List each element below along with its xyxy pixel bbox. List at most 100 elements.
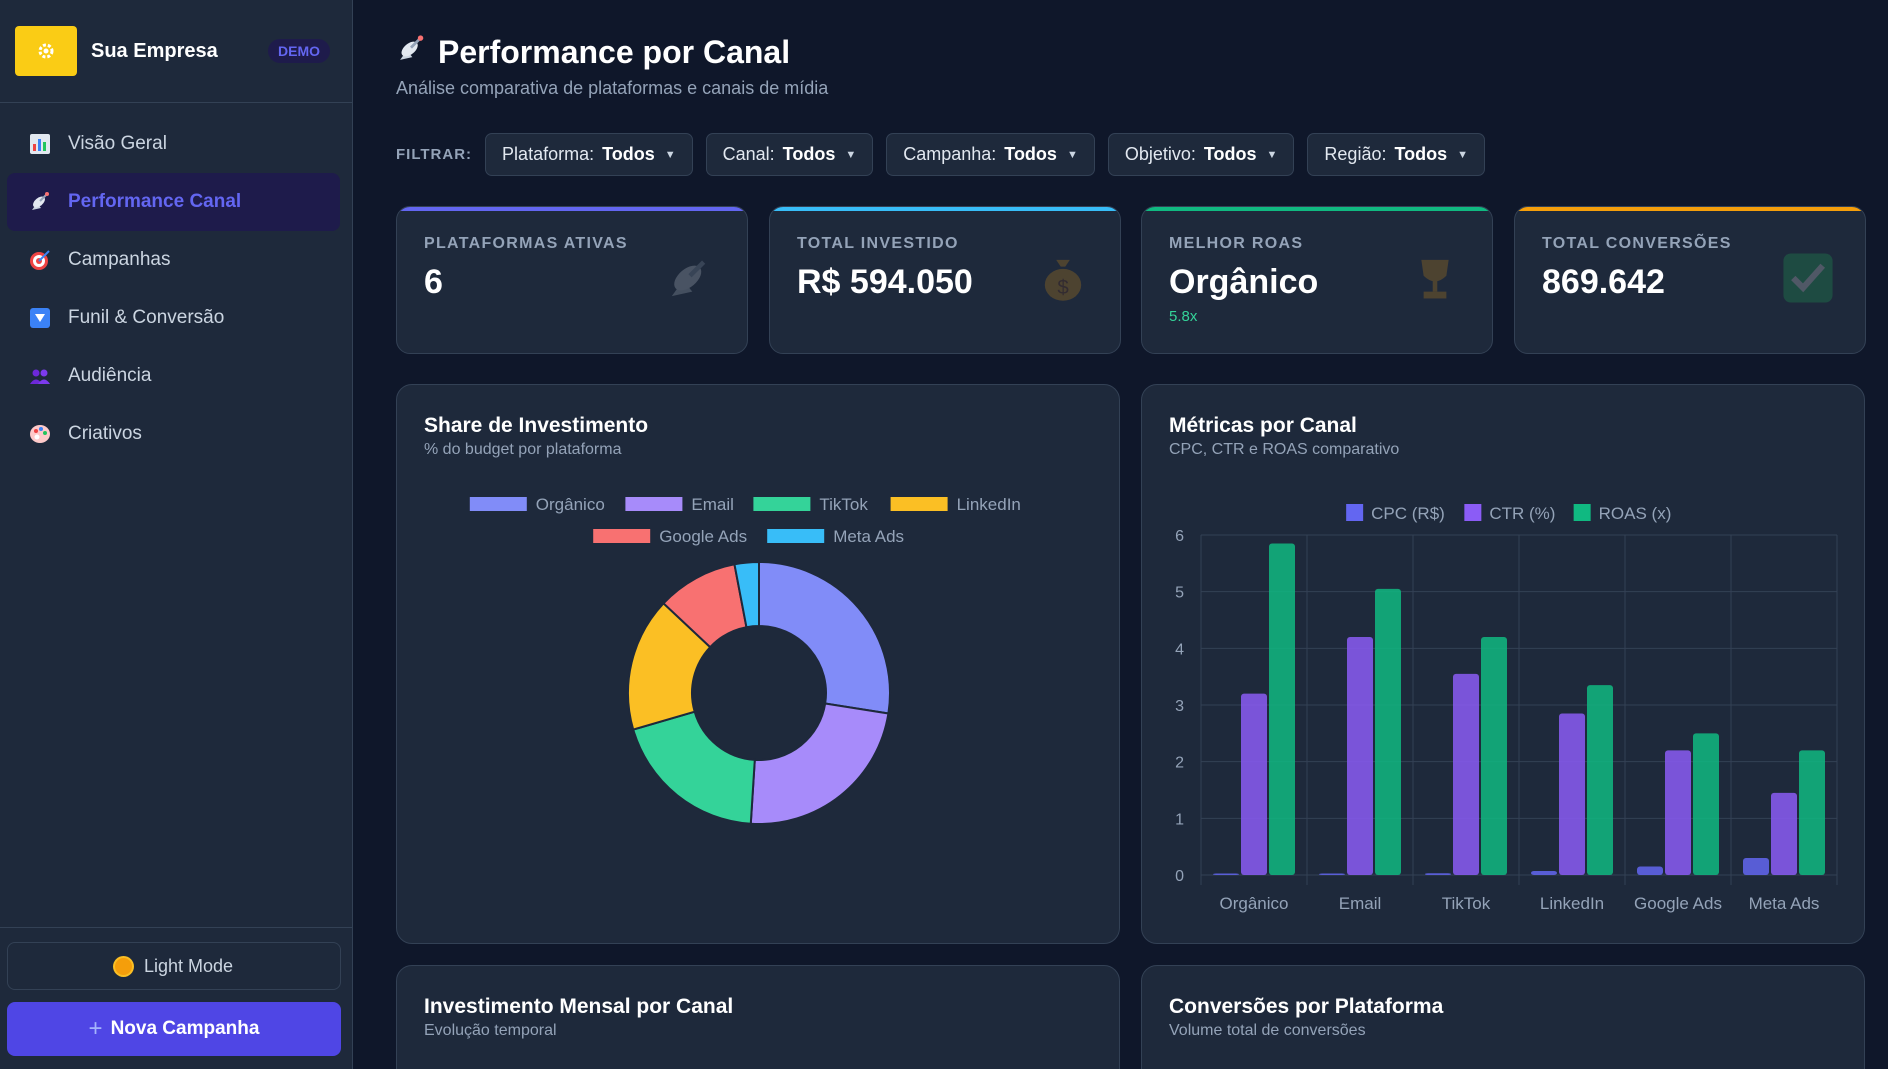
caret-down-icon: ▼ [664,148,676,161]
x-tick-label: Meta Ads [1749,894,1820,913]
legend-swatch [625,497,683,511]
light-mode-button[interactable]: Light Mode [7,942,341,990]
new-campaign-label: Nova Campanha [110,1018,260,1039]
panel-title: Share de Investimento [424,414,649,437]
legend-item[interactable]: LinkedIn [890,495,1021,514]
filter-regiao[interactable]: Região: Todos ▼ [1307,133,1486,176]
gear-icon [15,26,77,76]
bar[interactable] [1453,673,1479,875]
bar[interactable] [1269,543,1295,876]
pie-slice[interactable] [758,560,891,715]
filter-objetivo[interactable]: Objetivo: Todos ▼ [1107,133,1295,176]
demo-badge: DEMO [268,39,330,63]
kpi-card-roas: MELHOR ROAS Orgânico 5.8x [1141,206,1493,354]
y-tick-label: 3 [1175,698,1184,715]
share-panel: Share de Investimento % do budget por pl… [396,384,1120,944]
bar[interactable] [1319,873,1345,876]
bar[interactable] [1241,693,1267,875]
filter-name: Campanha: [903,144,997,164]
filter-plataforma[interactable]: Plataforma: Todos ▼ [485,133,693,176]
bar[interactable] [1693,733,1719,875]
sun-icon [114,957,132,975]
light-mode-label: Light Mode [143,955,234,976]
bar[interactable] [1743,858,1769,875]
bar[interactable] [1375,588,1401,875]
palette-icon [27,421,53,447]
kpi-accent-bar [397,207,747,211]
legend-swatch [469,497,527,511]
filter-value: Todos [602,144,655,164]
legend-item[interactable]: Google Ads [593,527,747,546]
satellite-dish-icon [27,189,53,215]
kpi-card-conversoes: TOTAL CONVERSÕES 869.642 [1514,206,1866,354]
sidebar-item-label: Criativos [68,423,142,444]
brand: Sua Empresa DEMO [0,0,352,103]
kpi-value: R$ 594.050 [797,263,973,301]
money-bag-icon: $ [1036,251,1090,305]
bar[interactable] [1347,637,1373,875]
x-tick-label: Email [1339,894,1382,913]
sidebar-item-label: Campanhas [68,249,171,270]
pie-slice[interactable] [733,560,760,629]
kpi-value: Orgânico [1169,263,1319,301]
legend-item[interactable]: Meta Ads [767,527,904,546]
sidebar-item-funil-conversao[interactable]: Funil & Conversão [7,289,340,347]
bar[interactable] [1559,713,1585,876]
sidebar-item-visao-geral[interactable]: Visão Geral [7,115,340,173]
bar[interactable] [1587,685,1613,875]
x-tick-label: LinkedIn [1540,894,1604,913]
legend-swatch [767,529,825,543]
legend-item[interactable]: Email [625,495,734,514]
caret-down-icon: ▼ [1066,148,1078,161]
people-icon [27,363,53,389]
new-campaign-button[interactable]: + Nova Campanha [7,1002,341,1056]
kpi-card-investido: TOTAL INVESTIDO R$ 594.050 $ [769,206,1121,354]
bar[interactable] [1799,750,1825,875]
y-tick-label: 6 [1175,528,1184,545]
filter-name: Objetivo: [1124,144,1196,164]
metrics-bar-chart: CPC (R$) CTR (%) ROAS (x) 0 1 2 3 4 5 6 Orgânico Em… [1175,504,1838,913]
legend-item[interactable]: Orgânico [469,495,605,514]
legend-label: CTR (%) [1489,504,1555,523]
bar[interactable] [1213,873,1239,876]
bar[interactable] [1425,873,1451,875]
filter-value: Todos [782,144,836,164]
svg-text:$: $ [1057,276,1069,299]
legend-label: LinkedIn [957,495,1021,514]
page-subtitle: Análise comparativa de plataformas e can… [396,78,829,98]
caret-down-icon: ▼ [1266,148,1278,161]
legend-item[interactable]: TikTok [753,495,868,514]
panel-title: Métricas por Canal [1169,414,1357,437]
y-tick-label: 0 [1175,868,1184,885]
sidebar-item-performance-canal[interactable]: Performance Canal [7,173,340,231]
sidebar-item-criativos[interactable]: Criativos [7,405,340,463]
panel-title: Conversões por Plataforma [1169,995,1444,1018]
trophy-icon [1408,251,1462,305]
satellite-dish-icon [396,34,426,71]
bar[interactable] [1531,871,1557,875]
filter-bar: FILTRAR: Plataforma: Todos ▼ Canal: Todos ▼ … [396,133,1498,176]
pie-slice[interactable] [749,702,890,825]
y-tick-label: 1 [1175,811,1184,828]
filter-canal[interactable]: Canal: Todos ▼ [705,133,874,176]
bar[interactable] [1771,792,1797,875]
kpi-label: PLATAFORMAS ATIVAS [424,235,628,252]
page-title: Performance por Canal [396,34,790,71]
legend-swatch [1346,504,1364,521]
legend-swatch [890,497,948,511]
kpi-sub: 5.8x [1169,308,1198,325]
legend-item[interactable]: CPC (R$) [1346,504,1445,523]
bar[interactable] [1637,866,1663,876]
bar[interactable] [1481,637,1507,875]
legend-item[interactable]: CTR (%) [1464,504,1555,523]
legend-label: Meta Ads [833,527,904,546]
legend-item[interactable]: ROAS (x) [1573,504,1672,523]
pie-slice[interactable] [631,710,756,825]
caret-down-icon: ▼ [845,148,857,161]
sidebar-item-audiencia[interactable]: Audiência [7,347,340,405]
kpi-label: TOTAL CONVERSÕES [1542,235,1732,252]
bar[interactable] [1665,750,1691,875]
conversions-panel: Conversões por Plataforma Volume total d… [1141,965,1865,1069]
sidebar-item-campanhas[interactable]: Campanhas [7,231,340,289]
filter-campanha[interactable]: Campanha: Todos ▼ [886,133,1095,176]
